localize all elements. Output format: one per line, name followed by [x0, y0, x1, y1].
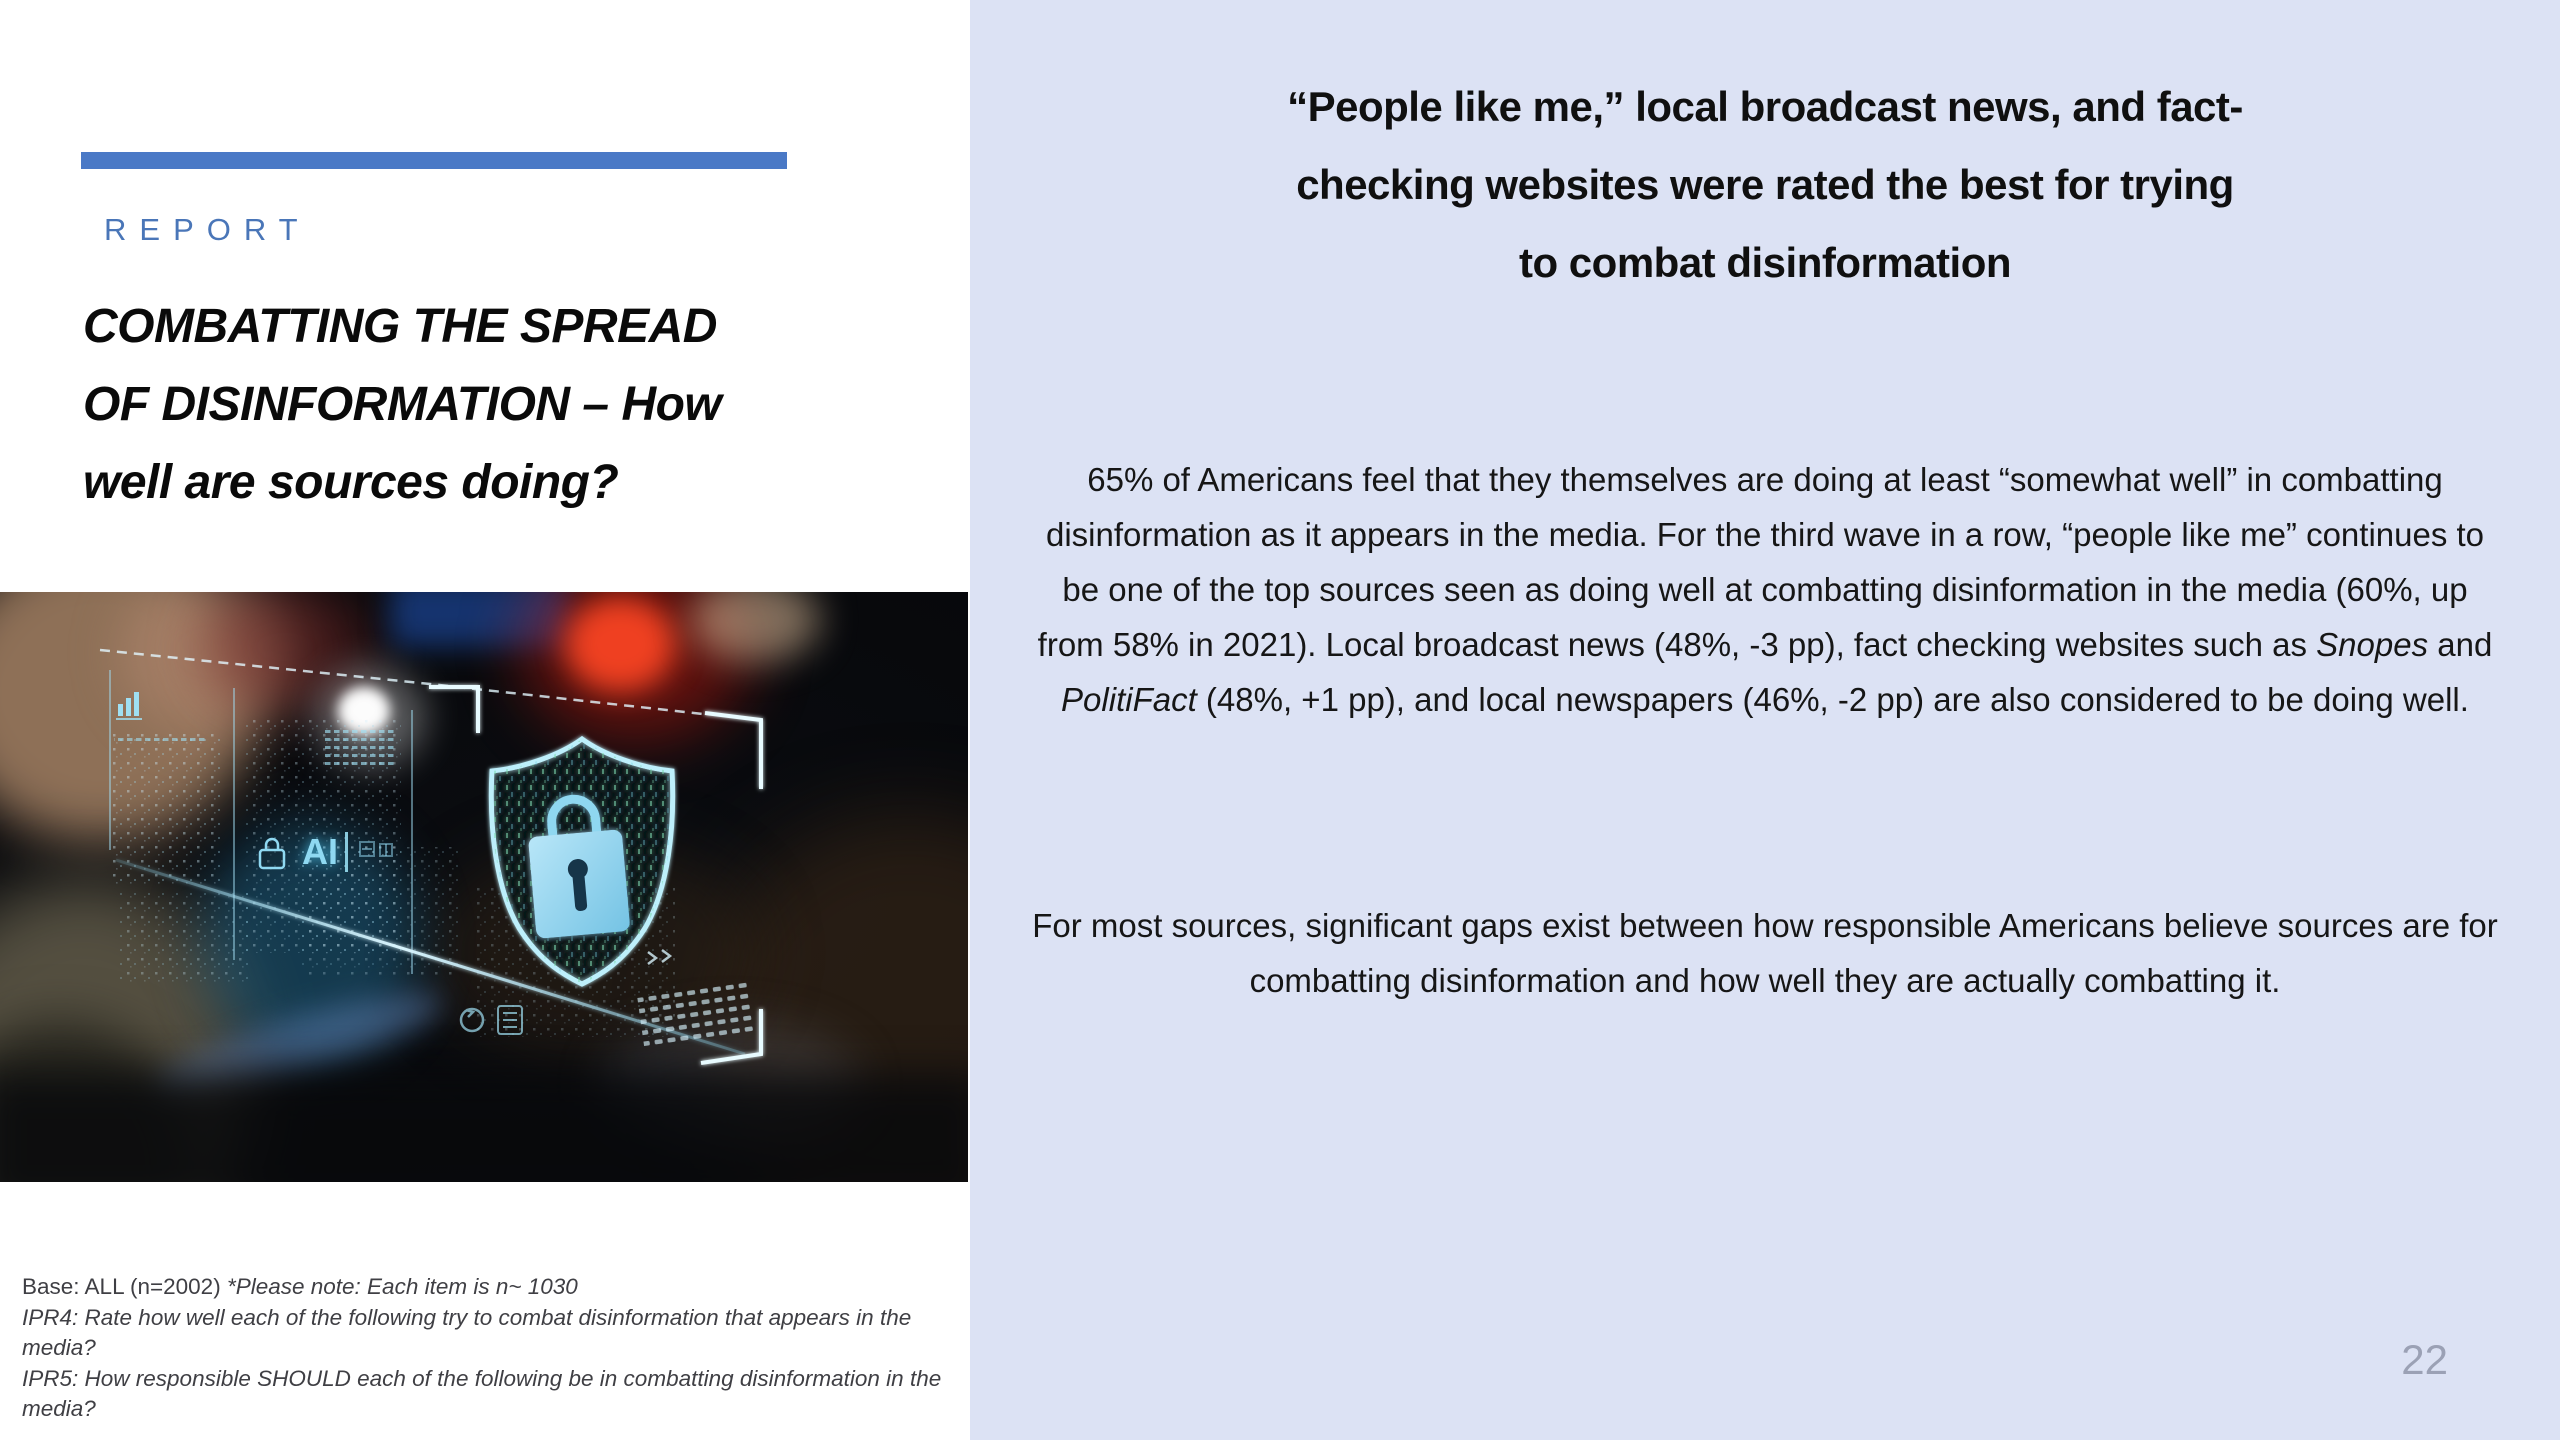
ai-label: AI: [302, 832, 348, 872]
page-title: COMBATTING THE SPREAD OF DISINFORMATION …: [83, 288, 883, 522]
photo-blur: [200, 592, 370, 712]
diagonal-beam: [115, 858, 746, 1056]
right-panel: “People like me,” local broadcast news, …: [970, 0, 2560, 1440]
para1-snopes: Snopes: [2316, 626, 2429, 663]
eyebrow-label: REPORT: [104, 212, 311, 247]
body-paragraph-2: For most sources, significant gaps exist…: [1032, 907, 2498, 999]
padlock-icon: [528, 794, 630, 939]
ticker-dots: [114, 738, 206, 746]
section-heading: “People like me,” local broadcast news, …: [1010, 68, 2520, 302]
equalizer-dots: [322, 728, 394, 770]
para1-text: and: [2428, 626, 2493, 663]
glyph-marks: [359, 841, 393, 857]
page-title-line-2: OF DISINFORMATION – How: [83, 378, 722, 431]
base-note-prefix: Base: ALL (n=2002): [22, 1274, 227, 1299]
para1-text: 65% of Americans feel that they themselv…: [1037, 461, 2485, 663]
accent-bar: [81, 152, 787, 169]
section-heading-line-3: to combat disinformation: [1519, 239, 2012, 286]
base-note: Base: ALL (n=2002) *Please note: Each it…: [22, 1272, 962, 1303]
photo-blur: [565, 597, 675, 692]
footnotes: Base: ALL (n=2002) *Please note: Each it…: [22, 1272, 962, 1425]
page-title-line-1: COMBATTING THE SPREAD: [83, 300, 717, 353]
para1-text: (48%, +1 pp), and local newspapers (46%,…: [1196, 681, 2469, 718]
page-number: 22: [2401, 1336, 2448, 1383]
list-icon: [497, 1005, 523, 1035]
photo-blur: [690, 592, 820, 662]
refresh-icon: [459, 1007, 485, 1033]
keyboard-dots: [636, 949, 756, 1048]
cybersecurity-photo: AI: [0, 592, 968, 1182]
ipr4-note: IPR4: Rate how well each of the followin…: [22, 1304, 912, 1361]
page-title-line-3: well are sources doing?: [83, 456, 619, 509]
section-heading-line-2: checking websites were rated the best fo…: [1296, 161, 2234, 208]
corner-brackets: [429, 685, 763, 1065]
hud-overlay: [99, 648, 763, 1065]
hud-frame-lines: [99, 648, 704, 974]
para1-politifact: PolitiFact: [1061, 681, 1197, 718]
body-paragraph-1: 65% of Americans feel that they themselv…: [1030, 452, 2500, 727]
bar-chart-icon: [116, 692, 142, 720]
ipr5-note: IPR5: How responsible SHOULD each of the…: [22, 1365, 942, 1422]
photo-blur: [0, 1072, 968, 1182]
shield-icon: [488, 735, 676, 987]
base-note-italic: *Please note: Each item is n~ 1030: [226, 1274, 578, 1299]
section-heading-line-1: “People like me,” local broadcast news, …: [1287, 83, 2243, 130]
mini-lock-icon: [258, 837, 286, 870]
left-panel: REPORT COMBATTING THE SPREAD OF DISINFOR…: [0, 0, 970, 1440]
